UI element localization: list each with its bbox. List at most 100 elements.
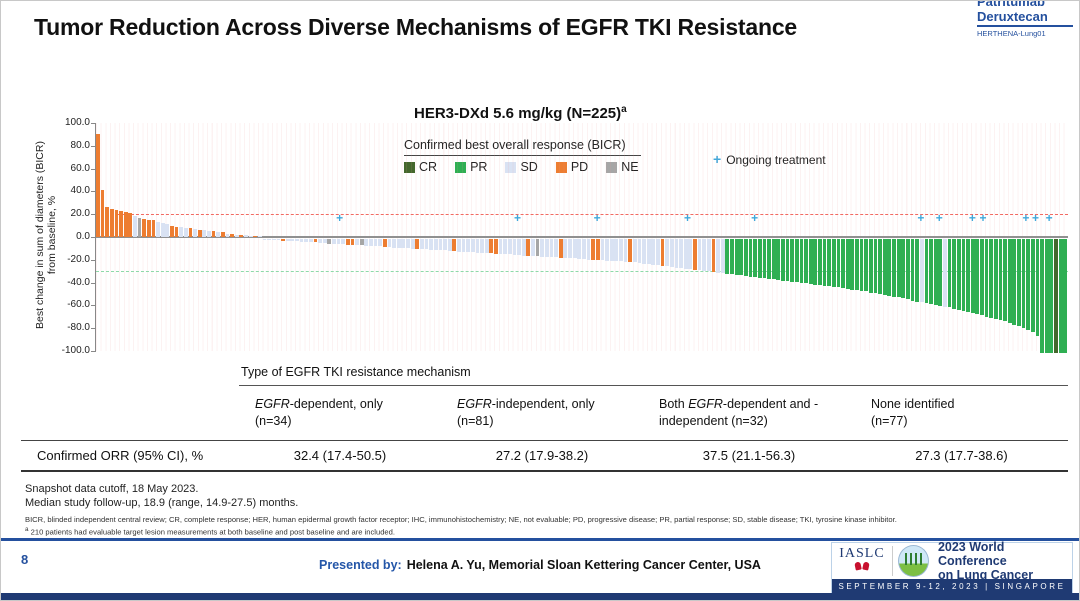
waterfall-bar-sd — [378, 239, 383, 247]
waterfall-bar-pd — [105, 207, 110, 237]
waterfall-bar-pd — [211, 231, 216, 237]
waterfall-bar-pr — [734, 239, 739, 275]
waterfall-bar-sd — [943, 239, 947, 307]
waterfall-bar-pr — [998, 239, 1003, 320]
waterfall-bar-pd — [151, 219, 156, 237]
ongoing-treatment-marker: + — [751, 211, 759, 225]
waterfall-bar-pr — [1012, 239, 1017, 325]
waterfall-bar-sd — [702, 239, 707, 271]
iaslc-logo: IASLC — [832, 546, 893, 576]
waterfall-bar-pd — [313, 239, 318, 243]
waterfall-bar-sd — [216, 232, 221, 237]
waterfall-bar-pr — [748, 239, 753, 277]
waterfall-bar-sd — [257, 235, 262, 237]
waterfall-bar-sd — [364, 239, 369, 246]
waterfall-bar-pd — [526, 239, 531, 256]
waterfall-bar-sd — [484, 239, 489, 254]
header-text: -independent, only — [491, 397, 595, 411]
waterfall-bar-sd — [207, 231, 211, 237]
waterfall-bar-sd — [419, 239, 424, 250]
waterfall-bar-sd — [674, 239, 679, 268]
y-axis-tick-label: -40.0 — [67, 276, 90, 288]
x-axis-line — [96, 236, 1068, 238]
waterfall-bar-sd — [295, 239, 299, 242]
waterfall-bar-sd — [447, 239, 452, 251]
column-header-both: Both EGFR-dependent and - independent (n=… — [659, 397, 819, 428]
waterfall-bar-pr — [1035, 239, 1040, 336]
waterfall-bar-sd — [554, 239, 558, 258]
waterfall-bar-pr — [767, 239, 771, 279]
waterfall-plot: 100.0 80.0 60.0 40.0 20.0 0.0 -20.0 -40.0 -60.0 -… — [62, 117, 1068, 356]
waterfall-bar-sd — [656, 239, 660, 266]
footnote-followup: Median study follow-up, 18.9 (range, 14.… — [25, 497, 299, 509]
waterfall-bar-pr — [753, 239, 758, 278]
waterfall-bar-sd — [577, 239, 582, 259]
waterfall-bar-sd — [632, 239, 637, 263]
waterfall-bar-pr — [1044, 239, 1049, 353]
orr-table-row: Confirmed ORR (95% CI), % 32.4 (17.4-50.… — [21, 440, 1068, 472]
waterfall-bar-sd — [521, 239, 526, 256]
legend-item-ne: NE — [606, 160, 639, 174]
gene-name-italic: EGFR — [457, 397, 492, 411]
waterfall-bar-sd — [396, 239, 401, 248]
waterfall-bar-pd — [197, 230, 202, 237]
waterfall-bar-pr — [896, 239, 901, 298]
waterfall-bar-sd — [322, 239, 327, 243]
y-axis-tick-label: -100.0 — [61, 345, 90, 356]
waterfall-bar-pr — [989, 239, 994, 318]
waterfall-bar-pr — [915, 239, 920, 302]
reference-line-plus20 — [96, 214, 1068, 215]
legend-item-sd: SD — [505, 160, 538, 174]
waterfall-bar-sd — [706, 239, 711, 272]
waterfall-bar-pd — [350, 239, 355, 245]
waterfall-bar-pr — [970, 239, 975, 314]
waterfall-bar-pd — [415, 239, 420, 249]
waterfall-bar-sd — [470, 239, 475, 253]
waterfall-bar-pr — [799, 239, 804, 283]
column-header-egfr-independent: EGFR-independent, only (n=81) — [457, 397, 595, 428]
evaluable-patients-note: a 210 patients had evaluable target lesi… — [25, 525, 1071, 537]
gene-name-italic: EGFR — [688, 397, 723, 411]
waterfall-bar-pr — [804, 239, 808, 284]
waterfall-bar-sd — [133, 216, 137, 237]
column-header-none-identified: None identified (n=77) — [871, 397, 955, 428]
conference-title-line1: 2023 World Conference — [937, 540, 1007, 568]
note-text: 210 patients had evaluable target lesion… — [30, 527, 395, 537]
waterfall-bar-sd — [572, 239, 577, 259]
conference-title: 2023 World Conference on Lung Cancer — [934, 540, 1072, 582]
waterfall-bar-sd — [299, 239, 304, 242]
orr-row-label: Confirmed ORR (95% CI), % — [37, 448, 204, 463]
legend-label: CR — [419, 160, 437, 174]
waterfall-bar-pd — [142, 218, 147, 237]
waterfall-bar-sd — [406, 239, 410, 249]
waterfall-bar-pr — [845, 239, 850, 290]
waterfall-bar-pd — [591, 239, 596, 260]
waterfall-bar-pr — [739, 239, 744, 276]
waterfall-bar-sd — [475, 239, 480, 253]
waterfall-bar-pd — [230, 233, 234, 237]
waterfall-bar-sd — [679, 239, 683, 269]
waterfall-bar-pr — [827, 239, 832, 287]
waterfall-bar-pr — [1040, 239, 1044, 353]
waterfall-bar-pr — [757, 239, 762, 278]
waterfall-bar-pd — [146, 219, 151, 237]
waterfall-bar-sd — [336, 239, 341, 245]
ongoing-treatment-marker: + — [1032, 211, 1040, 225]
chart-title-text: HER3-DXd 5.6 mg/kg (N=225) — [414, 105, 622, 122]
waterfall-bar-sd — [642, 239, 646, 264]
ongoing-treatment-marker: + — [968, 211, 976, 225]
waterfall-bar-pr — [892, 239, 896, 297]
waterfall-bar-pr — [725, 239, 730, 274]
waterfall-bar-pr — [933, 239, 938, 306]
legend-label: PR — [470, 160, 487, 174]
waterfall-bar-sd — [563, 239, 568, 258]
waterfall-bar-pr — [966, 239, 970, 312]
waterfall-bar-sd — [540, 239, 545, 257]
waterfall-bar-pd — [281, 239, 285, 241]
ongoing-treatment-marker: + — [917, 211, 925, 225]
waterfall-bar-sd — [318, 239, 322, 243]
waterfall-bar-pd — [188, 227, 193, 237]
conference-logo-row: IASLC 2023 World Conference on Lung Canc… — [832, 540, 1072, 582]
waterfall-bar-pr — [906, 239, 910, 300]
waterfall-bar-pr — [813, 239, 818, 285]
